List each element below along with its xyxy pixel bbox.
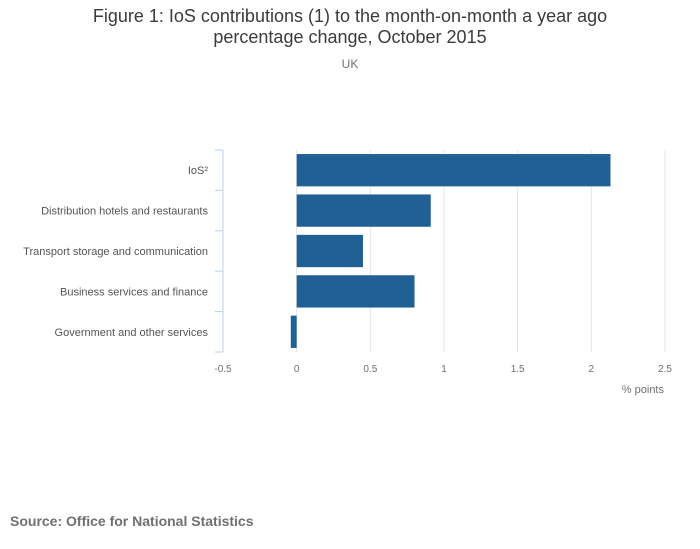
x-tick-label: 1 [441,364,447,375]
chart-title-line1: Figure 1: IoS contributions (1) to the m… [92,6,608,26]
bars [290,154,611,348]
category-labels: IoS² Distribution hotels and restaurants T… [23,165,208,339]
x-tick-label: 0.5 [363,364,377,375]
x-tick-label: 2.5 [658,364,672,375]
bar[interactable] [290,315,297,348]
category-label: Government and other services [55,327,209,339]
x-axis-ticks: -0.5 0 0.5 1 1.5 2 2.5 [214,364,672,375]
bar[interactable] [296,275,415,308]
category-label: IoS² [188,165,209,177]
category-label: Distribution hotels and restaurants [41,206,208,218]
bar[interactable] [296,234,363,268]
chart-subtitle: UK [341,57,359,71]
bar[interactable] [296,194,431,227]
source-note: Source: Office for National Statistics [10,513,254,529]
x-tick-label: 2 [589,364,595,375]
x-tick-label: 1.5 [511,364,525,375]
chart-title: Figure 1: IoS contributions (1) to the m… [0,6,700,48]
x-axis-label: % points [622,384,665,396]
bar[interactable] [296,154,611,187]
category-label: Business services and finance [60,286,208,298]
category-label: Transport storage and communication [23,246,208,258]
x-tick-label: -0.5 [214,364,232,375]
y-axis [215,149,224,353]
chart-title-line2: percentage change, October 2015 [213,27,487,47]
x-tick-label: 0 [294,364,300,375]
